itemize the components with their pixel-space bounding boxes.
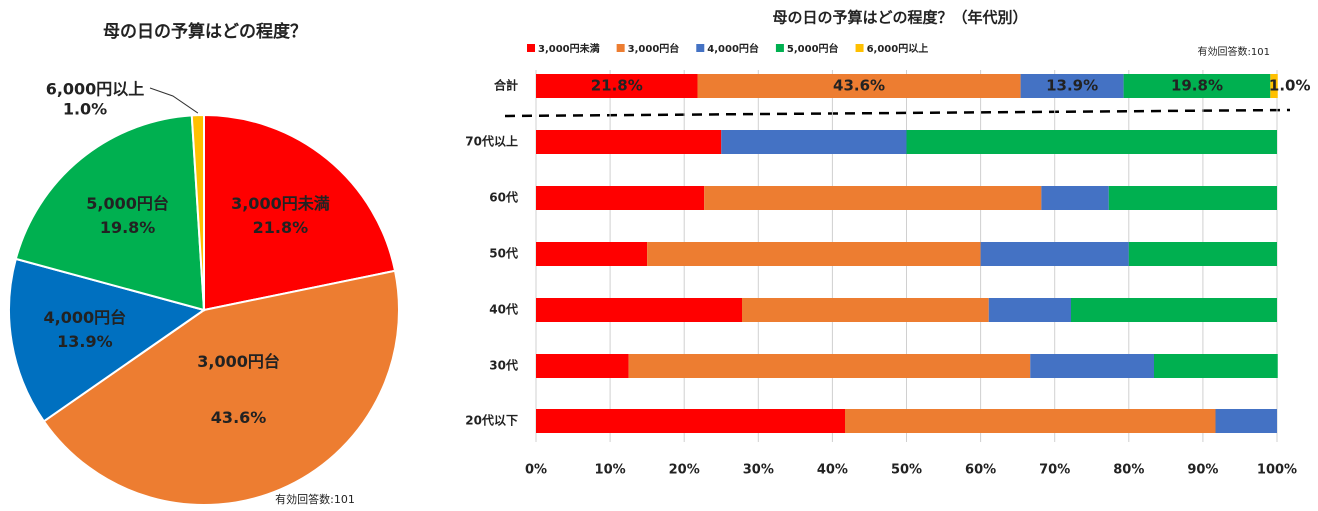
bar-segment	[844, 409, 1216, 433]
x-tick-label: 50%	[891, 463, 922, 478]
pie-label: 3,000円台	[197, 352, 280, 371]
pie-title: 母の日の予算はどの程度？	[103, 21, 307, 42]
x-tick-label: 0%	[525, 463, 547, 478]
bar-note: 有効回答数:101	[1198, 45, 1270, 58]
bar-segment	[1108, 186, 1277, 210]
pie-slice	[203, 113, 397, 312]
bar-segment	[1153, 354, 1278, 378]
bar-value-label: 21.8%	[591, 77, 643, 95]
pie-value-label: 19.8%	[100, 218, 156, 237]
pie-slice	[190, 113, 205, 311]
legend-label: 3,000円台	[628, 42, 680, 55]
bar-segment	[988, 298, 1072, 322]
bar-value-label: 1.0%	[1269, 77, 1311, 95]
bar-segment	[741, 298, 989, 322]
y-tick-label: 40代	[489, 302, 518, 317]
bar-segment	[536, 242, 648, 266]
pie-value-label: 21.8%	[253, 218, 309, 237]
pie-slice	[14, 114, 206, 312]
bar-segment	[1215, 409, 1277, 433]
pie-label: 4,000円台	[44, 308, 127, 327]
pie-slice	[42, 269, 400, 506]
bar-segment	[536, 298, 742, 322]
leader-line	[149, 87, 199, 114]
legend-label: 3,000円未満	[538, 42, 600, 55]
legend-label: 4,000円台	[707, 42, 759, 55]
bar-value-label: 19.8%	[1171, 77, 1223, 95]
bar-segment	[536, 186, 705, 210]
bar-segment	[1270, 74, 1278, 98]
bar-segment	[1020, 74, 1124, 98]
bar-segment	[536, 74, 698, 98]
bar-title: 母の日の予算はどの程度？（年代別）	[772, 9, 1027, 27]
pie-value-label: 43.6%	[211, 408, 267, 427]
bar-segment	[1071, 298, 1277, 322]
x-tick-label: 20%	[669, 463, 700, 478]
legend-label: 5,000円台	[787, 42, 839, 55]
pie-label: 6,000円以上	[46, 80, 145, 99]
pie-value-label: 1.0%	[63, 100, 107, 119]
pie-label: 3,000円未満	[231, 194, 330, 213]
legend-swatch	[616, 44, 625, 52]
pie-label: 5,000円台	[86, 194, 169, 213]
separator	[504, 108, 1291, 118]
legend-swatch	[855, 44, 864, 52]
x-tick-label: 30%	[743, 463, 774, 478]
legend-swatch	[696, 44, 705, 52]
pie-note: 有効回答数:101	[275, 492, 355, 506]
x-tick-label: 100%	[1257, 463, 1297, 478]
bar-value-label: 43.6%	[833, 77, 885, 95]
bar-segment	[906, 130, 1277, 154]
y-tick-label: 20代以下	[465, 413, 518, 428]
legend-swatch	[527, 44, 535, 52]
bar-segment	[536, 354, 629, 378]
bar-segment	[980, 242, 1129, 266]
x-tick-label: 60%	[965, 463, 996, 478]
y-tick-label: 合計	[494, 78, 518, 93]
x-tick-label: 10%	[595, 463, 626, 478]
x-tick-label: 80%	[1113, 463, 1144, 478]
y-tick-label: 30代	[489, 358, 518, 373]
bar-segment	[1123, 74, 1271, 98]
x-tick-label: 40%	[817, 463, 848, 478]
bar-segment	[697, 74, 1021, 98]
bar-segment	[1030, 354, 1154, 378]
bar-segment	[704, 186, 1042, 210]
x-tick-label: 90%	[1187, 463, 1218, 478]
bar-segment	[721, 130, 907, 154]
bar-segment	[536, 409, 845, 433]
x-tick-label: 70%	[1039, 463, 1070, 478]
bar-segment	[628, 354, 1031, 378]
legend-label: 6,000円以上	[867, 42, 929, 55]
bar-segment	[1041, 186, 1109, 210]
bar-segment	[1128, 242, 1277, 266]
bar-segment	[647, 242, 981, 266]
pie-slice	[8, 257, 207, 423]
y-tick-label: 50代	[489, 246, 518, 261]
bar-segment	[536, 130, 722, 154]
legend-swatch	[775, 44, 784, 52]
y-tick-label: 60代	[489, 190, 518, 205]
bar-value-label: 13.9%	[1046, 77, 1098, 95]
y-tick-label: 70代以上	[465, 134, 518, 149]
pie-value-label: 13.9%	[57, 332, 113, 351]
